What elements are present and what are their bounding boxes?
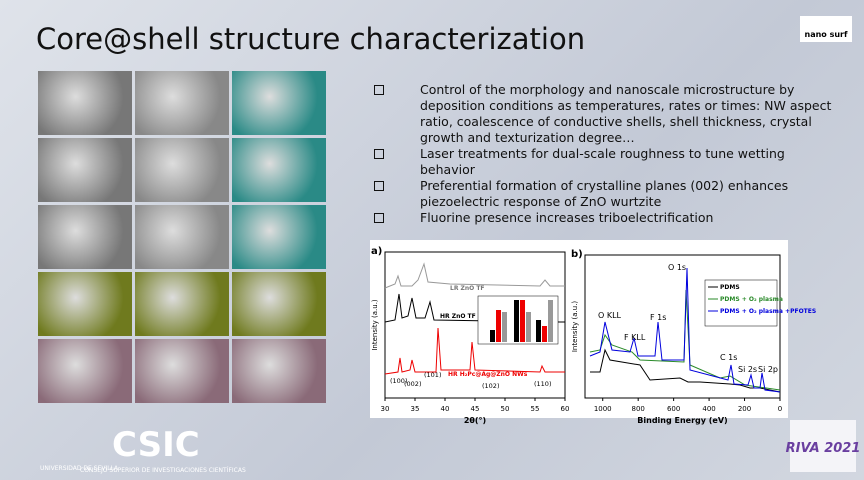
x-tick-label: 50 bbox=[501, 405, 510, 413]
legend-label: PDMS bbox=[720, 284, 740, 291]
xrd-curve bbox=[384, 262, 565, 289]
legend-label: PDMS + O₂ plasma bbox=[720, 296, 783, 303]
x-tick-label: 0 bbox=[778, 405, 782, 413]
event-logo: RIVA 2021 bbox=[786, 441, 861, 456]
x-tick-label: 30 bbox=[381, 405, 390, 413]
xps-frame bbox=[584, 254, 781, 399]
x-axis-label: Binding Energy (eV) bbox=[637, 416, 727, 425]
micrograph bbox=[38, 272, 132, 336]
event-logo-bg bbox=[790, 420, 856, 472]
logo: nano surf bbox=[800, 16, 852, 42]
panel-label: a) bbox=[371, 246, 382, 257]
bullet-list: Control of the morphology and nanoscale … bbox=[372, 82, 832, 226]
micrograph bbox=[38, 138, 132, 202]
micrograph bbox=[38, 71, 132, 135]
peak-label: (002) bbox=[404, 380, 421, 388]
curve-label: HR H₂Pc@Ag@ZnO NWs bbox=[448, 371, 528, 378]
micrograph bbox=[232, 272, 326, 336]
csic-logo: CSIC bbox=[112, 425, 200, 465]
micrograph bbox=[135, 339, 229, 403]
x-tick-label: 600 bbox=[667, 405, 680, 413]
x-tick-label: 45 bbox=[471, 405, 480, 413]
peak-label: Si 2p bbox=[758, 365, 778, 374]
bullet: Fluorine presence increases triboelectri… bbox=[372, 210, 832, 226]
y-axis-label: Intensity (a.u.) bbox=[371, 299, 379, 351]
peak-label: F 1s bbox=[650, 313, 666, 322]
legend-label: PDMS + O₂ plasma +PFOTES bbox=[720, 308, 816, 315]
micrograph bbox=[232, 71, 326, 135]
curve-label: HR ZnO TF bbox=[440, 313, 476, 320]
peak-label: (102) bbox=[482, 382, 499, 390]
xrd-curve bbox=[384, 327, 565, 375]
xps-legend bbox=[704, 279, 778, 327]
micrograph bbox=[38, 205, 132, 269]
peak-label: (110) bbox=[534, 380, 551, 388]
micrograph bbox=[135, 205, 229, 269]
university: UNIVERSIDAD DE SEVILLA bbox=[40, 465, 119, 472]
bullet: Laser treatments for dual-scale roughnes… bbox=[372, 146, 832, 178]
peak-label: O KLL bbox=[598, 311, 622, 320]
peak-label: (101) bbox=[424, 371, 441, 379]
xps-curve bbox=[589, 289, 781, 391]
micrograph bbox=[38, 339, 132, 403]
peak-label: (100) bbox=[390, 377, 407, 385]
x-axis-label: 2θ(°) bbox=[464, 416, 486, 425]
micrograph bbox=[135, 138, 229, 202]
xps-curve bbox=[590, 348, 781, 393]
x-tick-label: 1000 bbox=[594, 405, 612, 413]
panel-label: b) bbox=[571, 249, 583, 260]
micrograph bbox=[232, 205, 326, 269]
x-tick-label: 800 bbox=[631, 405, 644, 413]
micrograph bbox=[232, 339, 326, 403]
peak-label: F KLL bbox=[624, 333, 646, 342]
peak-label: C 1s bbox=[720, 353, 737, 362]
x-tick-label: 35 bbox=[411, 405, 420, 413]
micrograph bbox=[135, 272, 229, 336]
inset-bars bbox=[490, 300, 553, 342]
x-tick-label: 40 bbox=[441, 405, 450, 413]
x-tick-label: 60 bbox=[561, 405, 570, 413]
bullet: Preferential formation of crystalline pl… bbox=[372, 178, 832, 210]
bullet: Control of the morphology and nanoscale … bbox=[372, 82, 832, 146]
x-tick-label: 400 bbox=[702, 405, 715, 413]
y-axis-label: Intensity (a.u.) bbox=[571, 301, 579, 353]
x-tick-label: 200 bbox=[738, 405, 751, 413]
curve-label: LR ZnO TF bbox=[450, 285, 485, 292]
x-tick-label: 55 bbox=[531, 405, 540, 413]
micrograph bbox=[135, 71, 229, 135]
peak-label: O 1s bbox=[668, 263, 686, 272]
peak-label: Si 2s bbox=[738, 365, 757, 374]
title: Core@shell structure characterization bbox=[36, 22, 586, 56]
xps-curve bbox=[589, 267, 781, 393]
csic-name: CONSEJO SUPERIOR DE INVESTIGACIONES CIEN… bbox=[80, 467, 246, 474]
micrograph bbox=[232, 138, 326, 202]
xrd-curve bbox=[384, 293, 565, 323]
